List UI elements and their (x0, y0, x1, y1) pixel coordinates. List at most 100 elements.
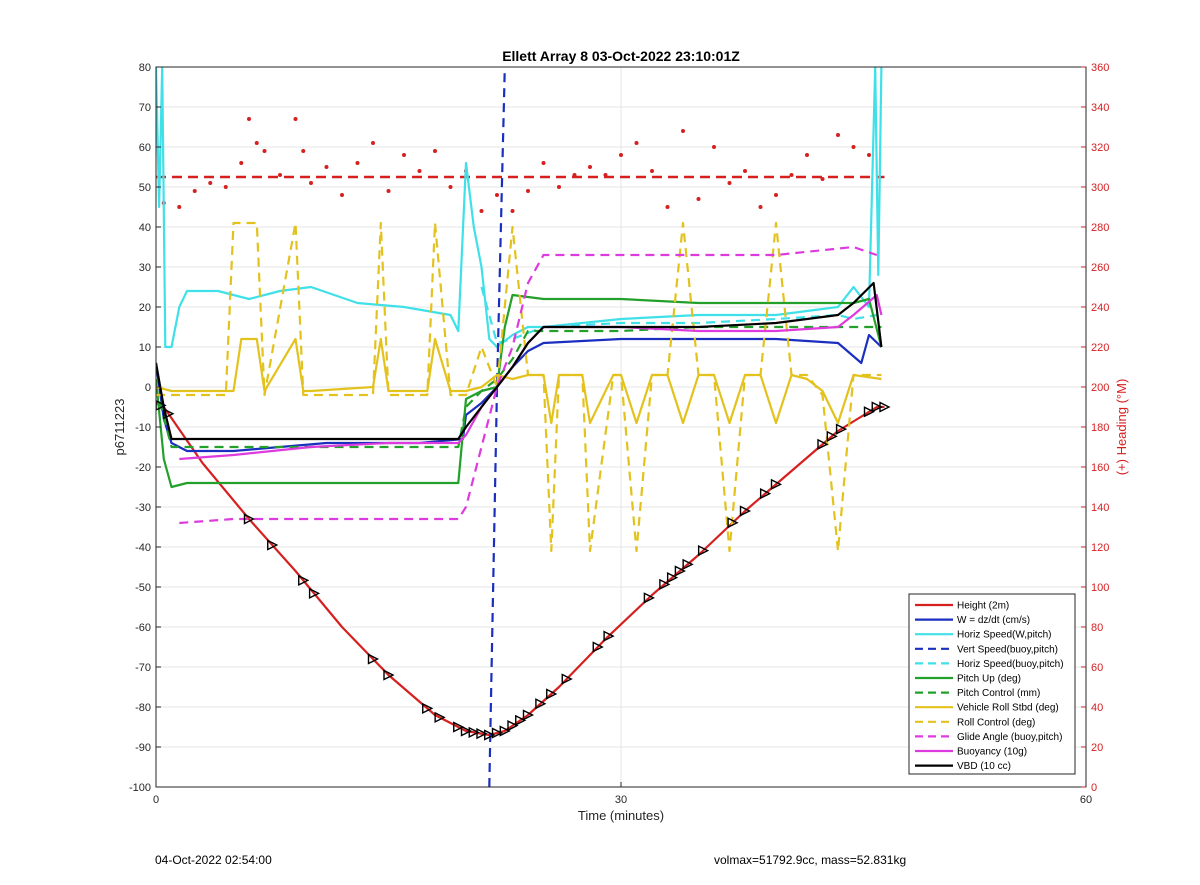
height-marker (515, 714, 527, 726)
height-marker (453, 721, 465, 733)
height-marker (507, 720, 519, 732)
height-marker (879, 401, 891, 413)
y-tick-label-left: 50 (139, 182, 151, 194)
height-marker (422, 702, 434, 714)
heading-point (603, 173, 608, 177)
heading-point (634, 141, 639, 145)
heading-point (650, 169, 654, 173)
height-marker (243, 513, 256, 525)
series-line-9 (179, 245, 878, 525)
heading-point (851, 145, 856, 149)
legend-label: Height (2m) (957, 601, 1009, 612)
height-marker (697, 544, 710, 557)
y-axis-label-left: p6711223 (112, 399, 127, 456)
y-tick-label-right: 320 (1091, 142, 1109, 154)
heading-point (177, 205, 182, 209)
heading-point (774, 193, 778, 197)
height-marker (163, 408, 175, 420)
series-line-8 (156, 221, 882, 553)
y-tick-label-right: 340 (1091, 102, 1109, 114)
height-marker (535, 698, 547, 710)
y-tick-label-right: 120 (1091, 542, 1109, 554)
y-tick-label-left: -80 (135, 702, 151, 714)
height-marker (770, 478, 783, 490)
heading-point (572, 173, 577, 177)
legend-label: Pitch Control (mm) (957, 688, 1040, 699)
height-marker (739, 505, 752, 517)
y-tick-label-right: 0 (1091, 782, 1097, 794)
heading-point (208, 181, 213, 185)
y-tick-label-left: -100 (129, 782, 151, 794)
series-line-11 (156, 281, 883, 441)
y-tick-label-left: 60 (139, 142, 151, 154)
legend-label: Horiz Speed(W,pitch) (957, 630, 1051, 641)
height-marker (298, 574, 310, 586)
y-tick-label-right: 160 (1091, 462, 1109, 474)
heading-point (789, 173, 794, 177)
data-layer (156, 67, 891, 787)
heading-point (681, 129, 685, 133)
heading-point (805, 153, 809, 157)
heading-point (448, 185, 453, 189)
y-tick-label-left: 20 (139, 302, 151, 314)
height-marker (383, 669, 395, 681)
height-marker (666, 572, 679, 584)
y-tick-label-left: 30 (139, 262, 151, 274)
heading-point (743, 169, 747, 173)
y-tick-label-right: 80 (1091, 622, 1103, 634)
axis-ticks: 80706050403020100-10-20-30-40-50-60-70-8… (129, 62, 1109, 806)
y-tick-label-right: 260 (1091, 262, 1109, 274)
heading-point (254, 141, 259, 145)
height-marker (643, 592, 655, 604)
legend-label: Horiz Speed(buoy,pitch) (957, 659, 1064, 670)
heading-point (247, 117, 251, 121)
y-tick-label-left: -20 (135, 462, 151, 474)
height-marker (522, 709, 535, 721)
heading-point (417, 169, 422, 173)
y-tick-label-right: 240 (1091, 302, 1109, 314)
series-line-1 (156, 333, 883, 453)
legend-label: Buoyancy (10g) (957, 747, 1027, 758)
y-tick-label-left: 10 (139, 342, 151, 354)
heading-point (239, 161, 244, 165)
heading-point (758, 205, 763, 209)
heading-point (309, 181, 313, 185)
height-marker (592, 641, 604, 653)
legend-label: Pitch Up (deg) (957, 674, 1021, 685)
height-marker (267, 539, 279, 551)
height-marker (682, 558, 694, 570)
legend-label: Roll Control (deg) (957, 717, 1035, 728)
heading-point (495, 193, 499, 197)
height-marker (367, 653, 380, 665)
series-line-4 (480, 286, 877, 345)
chart-title: Ellett Array 8 03-Oct-2022 23:10:01Z (502, 48, 740, 64)
footer-mass-info: volmax=51792.9cc, mass=52.831kg (714, 853, 907, 867)
height-marker (603, 630, 615, 642)
height-marker (491, 727, 504, 739)
height-marker (434, 711, 446, 724)
y-tick-label-right: 300 (1091, 182, 1109, 194)
y-tick-label-left: 80 (139, 62, 151, 74)
y-tick-label-right: 100 (1091, 582, 1109, 594)
x-tick-label: 30 (615, 794, 627, 806)
heading-point (665, 205, 670, 209)
height-marker (659, 578, 671, 590)
y-tick-label-right: 220 (1091, 342, 1109, 354)
series-line-2 (156, 67, 883, 349)
legend-label: W = dz/dt (cm/s) (957, 615, 1030, 626)
legend: Height (2m) W = dz/dt (cm/s) Horiz Speed(W… (908, 593, 1076, 775)
y-tick-label-left: 0 (145, 382, 151, 394)
height-marker (561, 673, 573, 685)
heading-point (293, 117, 298, 121)
y-tick-label-right: 180 (1091, 422, 1109, 434)
y-tick-label-left: 40 (139, 222, 151, 234)
heading-point (386, 189, 391, 193)
heading-point (619, 153, 623, 157)
y-tick-label-right: 200 (1091, 382, 1109, 394)
height-marker (826, 430, 838, 442)
height-marker (863, 406, 876, 418)
series-line-6 (156, 325, 882, 449)
heading-point (588, 165, 592, 169)
series-line-10 (179, 293, 883, 461)
